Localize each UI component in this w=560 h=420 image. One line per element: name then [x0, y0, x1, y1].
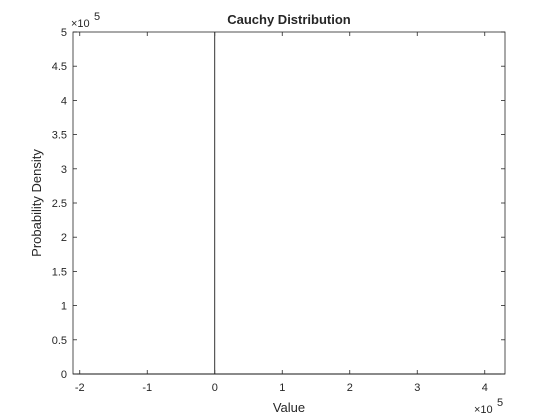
plot-area [72, 31, 506, 375]
y-multiplier-base: ×10 [71, 18, 90, 30]
x-axis-label: Value [273, 400, 305, 415]
x-tick-label: 1 [279, 382, 285, 394]
y-tick-label: 5 [61, 27, 67, 39]
x-tick-label: -2 [75, 382, 85, 394]
y-tick-label: 3.5 [52, 130, 67, 142]
y-tick-label: 4 [61, 95, 67, 107]
chart-title: Cauchy Distribution [227, 12, 351, 27]
y-tick-label: 2 [61, 232, 67, 244]
x-tick-label: 4 [482, 382, 488, 394]
y-multiplier-exponent: 5 [94, 11, 100, 23]
series-line-0 [73, 32, 505, 375]
y-tick-label: 4.5 [52, 61, 67, 73]
y-tick-label: 0.5 [52, 335, 67, 347]
x-tick-label: 3 [414, 382, 420, 394]
y-axis-label: Probability Density [29, 149, 44, 257]
x-tick-label: 2 [347, 382, 353, 394]
y-tick-label: 1 [61, 301, 67, 313]
x-multiplier: ×10 5 [474, 397, 503, 416]
x-multiplier-exponent: 5 [497, 397, 503, 409]
y-tick-label: 0 [61, 369, 67, 381]
x-tick-label: -1 [142, 382, 152, 394]
x-multiplier-base: ×10 [474, 404, 493, 416]
x-tick-label: 0 [212, 382, 218, 394]
y-multiplier: ×10 5 [71, 11, 100, 30]
y-tick-label: 2.5 [52, 198, 67, 210]
y-tick-label: 3 [61, 164, 67, 176]
y-tick-label: 1.5 [52, 266, 67, 278]
